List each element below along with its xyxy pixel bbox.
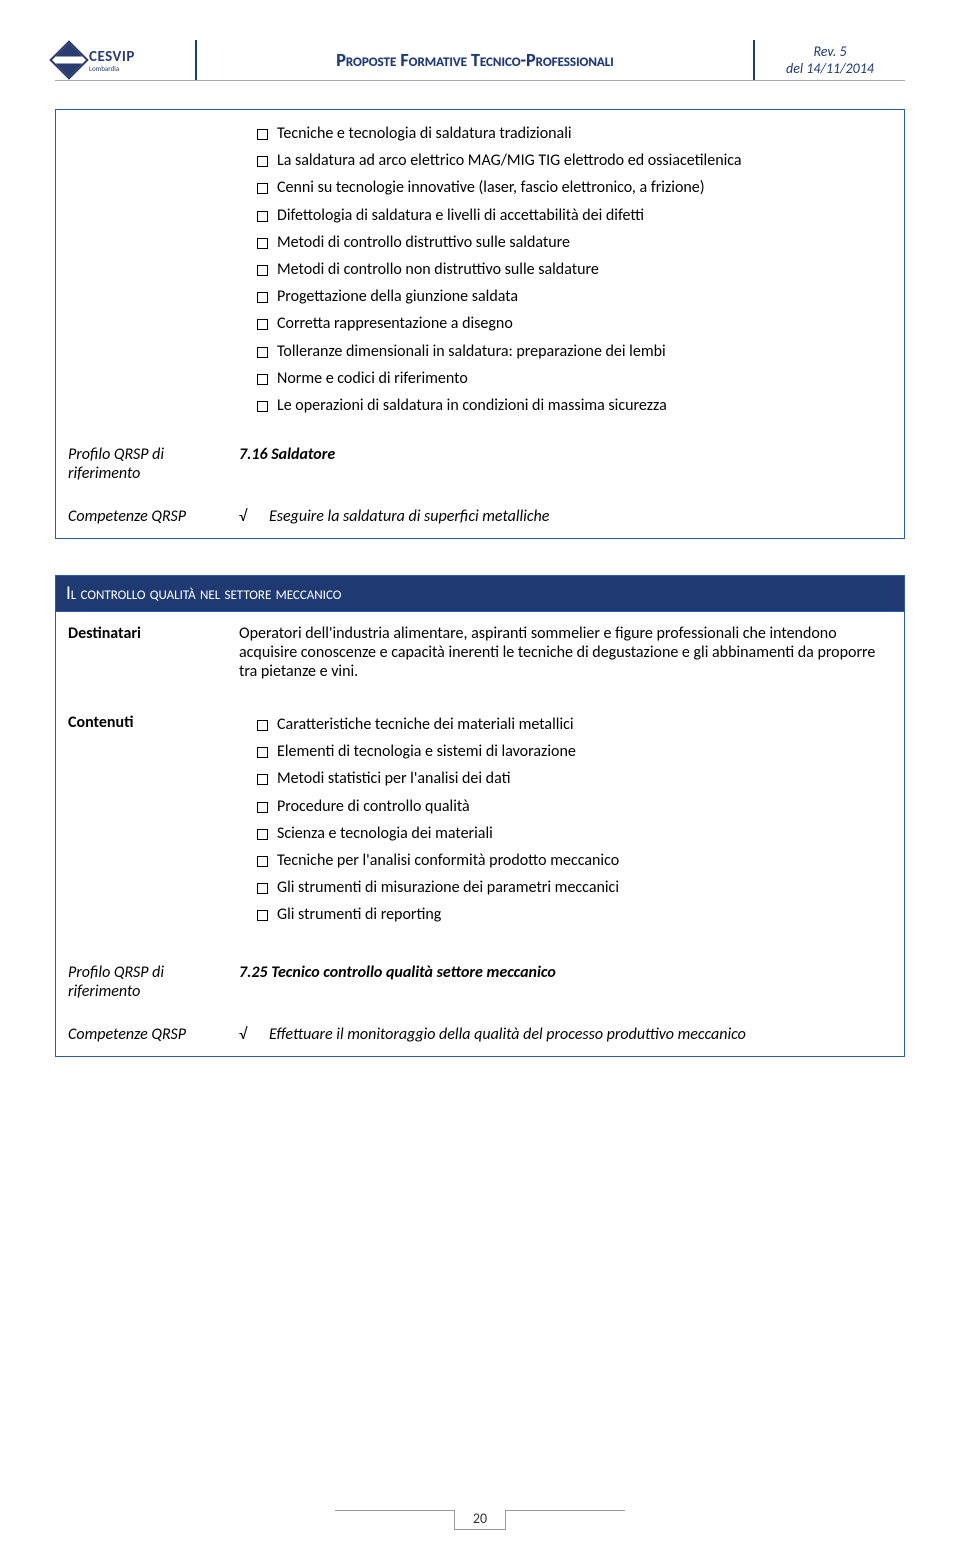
competenze-value-1: Eseguire la saldatura di superfici metal… (231, 495, 904, 538)
header-revision: Rev. 5 del 14/11/2014 (755, 40, 905, 80)
row-destinatari: Destinatari Operatori dell'industria ali… (56, 612, 904, 693)
row-bullets-1: Tecniche e tecnologia di saldatura tradi… (56, 110, 904, 433)
header-title-cell: Proposte Formative Tecnico-Professionali (195, 40, 755, 80)
competenze-label-2: Competenze QRSP (56, 1013, 231, 1056)
bullet-list-2: Caratteristiche tecniche dei materiali m… (239, 713, 888, 927)
profilo-value-2: 7.25 Tecnico controllo qualità settore m… (231, 951, 904, 1013)
row-competenze-2: Competenze QRSP Effettuare il monitoragg… (56, 1013, 904, 1056)
row-contenuti: Contenuti Caratteristiche tecniche dei m… (56, 693, 904, 951)
profilo-label-1: Profilo QRSP di riferimento (56, 433, 231, 495)
bullets-body-2: Caratteristiche tecniche dei materiali m… (231, 693, 904, 951)
list-item: Progettazione della giunzione saldata (257, 285, 888, 308)
page-header: CESVIP Lombardia Proposte Formative Tecn… (55, 40, 905, 81)
logo-text-wrap: CESVIP Lombardia (89, 47, 135, 73)
row-profilo-1: Profilo QRSP di riferimento 7.16 Saldato… (56, 433, 904, 495)
list-item: Metodi statistici per l'analisi dei dati (257, 767, 888, 790)
logo-block: CESVIP Lombardia (55, 40, 195, 80)
page-number: 20 (454, 1510, 506, 1530)
contenuti-label: Contenuti (56, 693, 231, 951)
list-item: Norme e codici di riferimento (257, 367, 888, 390)
box-meccanico: Destinatari Operatori dell'industria ali… (55, 611, 905, 1057)
list-item: Gli strumenti di misurazione dei paramet… (257, 876, 888, 899)
row-profilo-2: Profilo QRSP di riferimento 7.25 Tecnico… (56, 951, 904, 1013)
check-icon (239, 1025, 269, 1044)
section-title-meccanico: Il controllo qualità nel settore meccani… (55, 575, 905, 611)
list-item: Scienza e tecnologia dei materiali (257, 822, 888, 845)
page-footer: 20 (0, 1510, 960, 1530)
section-title-text: Il controllo qualità nel settore meccani… (66, 582, 341, 605)
competenze-label-1: Competenze QRSP (56, 495, 231, 538)
profilo-value-1: 7.16 Saldatore (231, 433, 904, 495)
page: CESVIP Lombardia Proposte Formative Tecn… (0, 0, 960, 1560)
list-item: Tolleranze dimensionali in saldatura: pr… (257, 340, 888, 363)
box-saldatura: Tecniche e tecnologia di saldatura tradi… (55, 109, 905, 539)
list-item: Corretta rappresentazione a disegno (257, 312, 888, 335)
list-item: Tecniche per l'analisi conformità prodot… (257, 849, 888, 872)
list-item: Cenni su tecnologie innovative (laser, f… (257, 176, 888, 199)
row-competenze-1: Competenze QRSP Eseguire la saldatura di… (56, 495, 904, 538)
competenze-text-1: Eseguire la saldatura di superfici metal… (269, 507, 549, 526)
competenze-text-2: Effettuare il monitoraggio della qualità… (269, 1025, 746, 1044)
list-item: La saldatura ad arco elettrico MAG/MIG T… (257, 149, 888, 172)
profilo-label-2: Profilo QRSP di riferimento (56, 951, 231, 1013)
list-item: Tecniche e tecnologia di saldatura tradi… (257, 122, 888, 145)
bullets-body-1: Tecniche e tecnologia di saldatura tradi… (231, 110, 904, 433)
list-item: Difettologia di saldatura e livelli di a… (257, 204, 888, 227)
list-item: Le operazioni di saldatura in condizioni… (257, 394, 888, 417)
list-item: Gli strumenti di reporting (257, 903, 888, 926)
destinatari-value: Operatori dell'industria alimentare, asp… (231, 612, 904, 693)
rev-line-2: del 14/11/2014 (786, 60, 874, 77)
bullet-list-1: Tecniche e tecnologia di saldatura tradi… (239, 122, 888, 417)
rev-line-1: Rev. 5 (813, 43, 846, 60)
destinatari-label: Destinatari (56, 612, 231, 693)
empty-label (56, 110, 231, 433)
list-item: Metodi di controllo non distruttivo sull… (257, 258, 888, 281)
list-item: Caratteristiche tecniche dei materiali m… (257, 713, 888, 736)
list-item: Elementi di tecnologia e sistemi di lavo… (257, 740, 888, 763)
check-icon (239, 507, 269, 526)
logo-diamond-icon (49, 40, 89, 80)
competenze-value-2: Effettuare il monitoraggio della qualità… (231, 1013, 904, 1056)
list-item: Metodi di controllo distruttivo sulle sa… (257, 231, 888, 254)
header-title: Proposte Formative Tecnico-Professionali (336, 49, 614, 71)
list-item: Procedure di controllo qualità (257, 795, 888, 818)
